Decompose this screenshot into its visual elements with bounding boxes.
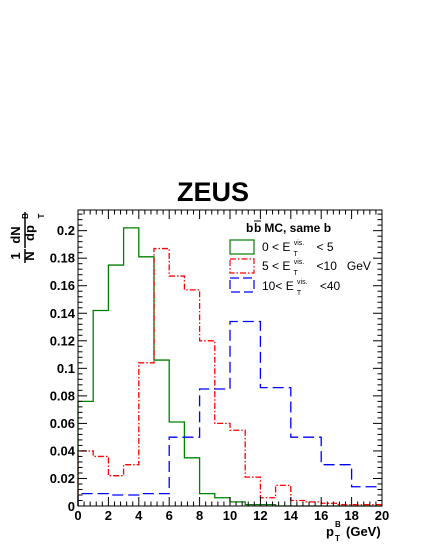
x-tick-label-20: 20: [375, 508, 389, 523]
legend-entry-2: 5 < E vis. T <10 GeV: [229, 253, 371, 278]
legend-title-bar: b: [254, 221, 261, 235]
legend-label-2-pre: 5 < E: [262, 259, 290, 273]
y-label-dp: dp: [22, 225, 37, 241]
legend-entry-3: 10< E vis. T <40: [229, 273, 341, 298]
x-tick-label-18: 18: [344, 508, 358, 523]
legend-label-2-sub: T: [294, 270, 299, 277]
series-line-3: [77, 320, 382, 506]
x-tick-label-4: 4: [135, 508, 143, 523]
legend-swatch-1: [229, 239, 255, 255]
axis-layer: 0 2 4 6 8 10 12 14 16 18 20 0.02 0.04 0.06 0.08 0.1 0.12…: [50, 210, 389, 523]
legend-label-1-pre: 0 < E: [262, 240, 290, 254]
x-tick-label-10: 10: [223, 508, 237, 523]
x-label-sup: B: [335, 520, 341, 529]
legend-label-1-sup: vis.: [294, 240, 305, 247]
x-tick-label-12: 12: [253, 508, 267, 523]
legend: b b MC, same b 0 < E vis. T < 5 5 < E vi…: [229, 220, 371, 298]
legend-title-main: b: [246, 221, 253, 235]
legend-label-3-pre: 10< E: [262, 279, 294, 293]
legend-label-2-sup: vis.: [294, 259, 305, 266]
legend-entry-1: 0 < E vis. T < 5: [229, 234, 334, 259]
x-axis-label: p B T (GeV): [326, 520, 381, 543]
y-tick-label-4: 0.1: [57, 361, 75, 376]
x-label-sub: T: [335, 534, 340, 543]
y-tick-label-7: 0.16: [50, 278, 75, 293]
y-tick-label-9: 0.2: [57, 223, 75, 238]
y-tick-label-1: 0.04: [50, 443, 76, 458]
legend-title: b b MC, same b: [246, 220, 331, 235]
legend-swatch-2: [229, 258, 255, 274]
legend-label-1-post: < 5: [313, 240, 334, 254]
legend-label-1: 0 < E vis. T < 5: [262, 234, 334, 259]
y-tick-label-5: 0.12: [50, 333, 75, 348]
x-tick-label-16: 16: [314, 508, 328, 523]
x-tick-label-8: 8: [196, 508, 203, 523]
legend-label-3-sub: T: [297, 290, 302, 297]
y-tick-label-zero: 0: [68, 499, 75, 514]
legend-label-3-post: <40: [317, 279, 341, 293]
legend-title-rest: MC, same b: [261, 221, 331, 235]
y-label-dn: dN: [8, 226, 23, 243]
x-label-main: p: [326, 524, 334, 539]
x-label-unit: (GeV): [346, 524, 381, 539]
legend-swatch-3: [229, 277, 255, 293]
y-tick-label-0: 0.02: [50, 471, 75, 486]
x-tick-label-0: 0: [74, 508, 81, 523]
legend-label-2-post: <10 GeV: [313, 259, 371, 273]
chart-title: ZEUS: [177, 177, 249, 207]
legend-label-3-sup: vis.: [297, 279, 308, 286]
y-axis-label: 1 N dN dp B T: [8, 212, 46, 263]
y-label-sup: B: [21, 213, 30, 219]
y-tick-label-8: 0.18: [50, 251, 75, 266]
y-tick-label-3: 0.08: [50, 388, 75, 403]
y-label-denominator: N: [22, 251, 37, 260]
x-tick-label-2: 2: [105, 508, 112, 523]
y-label-sub: T: [37, 213, 46, 218]
x-tick-label-14: 14: [284, 508, 299, 523]
y-tick-label-6: 0.14: [50, 306, 76, 321]
legend-label-1-sub: T: [294, 251, 299, 258]
y-tick-label-2: 0.06: [50, 416, 75, 431]
legend-label-3: 10< E vis. T <40: [262, 273, 341, 298]
series-line-2: [77, 247, 382, 506]
x-tick-label-6: 6: [166, 508, 173, 523]
y-label-numerator: 1: [8, 252, 23, 259]
legend-label-2: 5 < E vis. T <10 GeV: [262, 253, 371, 278]
